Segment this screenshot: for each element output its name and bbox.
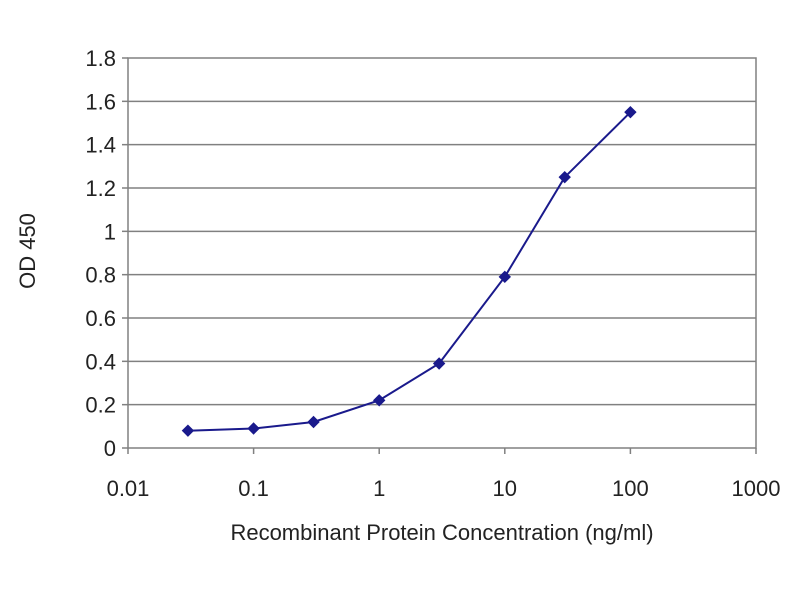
data-point (558, 170, 571, 184)
y-axis-ticks: 0 0.2 0.4 0.6 0.8 1 1.2 1.4 1.6 1.8 (85, 46, 128, 461)
grid-lines (128, 100, 756, 406)
y-tick-label: 1.2 (85, 176, 116, 201)
y-tick-label: 1 (104, 219, 116, 244)
plot-area-border (127, 57, 757, 449)
y-tick-label: 1.8 (85, 46, 116, 71)
y-tick-label: 0.2 (85, 393, 116, 418)
data-point (498, 270, 512, 284)
y-axis-title: OD 450 (15, 213, 40, 289)
series-line (187, 111, 632, 432)
x-tick-label: 0.1 (238, 476, 269, 501)
y-tick-label: 0.4 (85, 349, 116, 374)
y-tick-label: 0.6 (85, 306, 116, 331)
data-point (307, 415, 320, 429)
data-point (624, 105, 637, 119)
series-group (181, 105, 637, 437)
x-axis-ticks: 0.01 0.1 1 10 100 1000 (107, 448, 781, 501)
x-tick-label: 100 (612, 476, 649, 501)
data-point (432, 357, 446, 370)
x-tick-label: 1000 (732, 476, 781, 501)
x-tick-label: 10 (493, 476, 517, 501)
data-point (181, 424, 195, 437)
x-tick-label: 1 (373, 476, 385, 501)
y-tick-label: 0 (104, 436, 116, 461)
y-tick-label: 1.6 (85, 89, 116, 114)
y-tick-label: 0.8 (85, 263, 116, 288)
x-tick-label: 0.01 (107, 476, 150, 501)
y-tick-label: 1.4 (85, 133, 116, 158)
data-point (372, 394, 386, 407)
x-axis-title: Recombinant Protein Concentration (ng/ml… (230, 520, 653, 545)
data-point (247, 422, 260, 435)
